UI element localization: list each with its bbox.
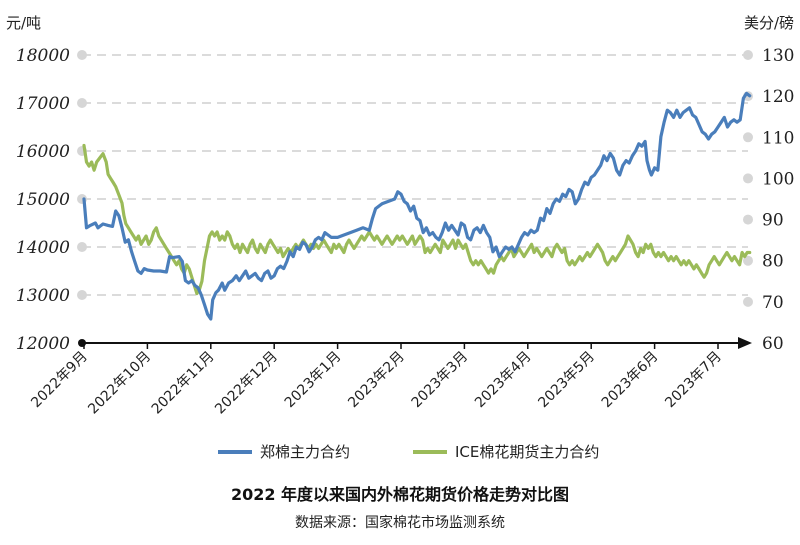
right-tick-label: 100 [762,169,794,189]
left-tick-label: 18000 [16,46,70,66]
x-tick-label: 2022年9月 [28,349,91,412]
right-tick-label: 110 [762,128,794,148]
left-tick-label: 16000 [16,142,70,162]
series-layer [82,91,752,321]
x-tick-label: 2023年4月 [472,349,535,412]
x-tick-label: 2023年7月 [662,349,725,412]
left-tick-dot [77,50,87,60]
right-tick-label: 60 [762,334,784,354]
axis-layer: 12000 13000 14000 15000 16000 17000 18000 60 70 8… [16,46,795,417]
legend: 郑棉主力合约 ICE棉花期货主力合约 [218,443,599,461]
x-tick-label: 2022年12月 [212,349,281,418]
x-tick-label: 2023年3月 [409,349,472,412]
left-tick-label: 12000 [16,334,70,354]
left-tick-label: 15000 [16,190,70,210]
right-axis-unit: 美分/磅 [744,14,794,32]
grid-layer [77,50,753,307]
right-tick-dot [743,173,753,184]
right-tick-dot [743,132,753,143]
right-tick-label: 70 [762,293,784,313]
left-axis-unit: 元/吨 [6,14,41,32]
left-tick-dot [77,242,87,252]
right-tick-dot [743,50,753,60]
chart-title: 2022 年度以来国内外棉花期货价格走势对比图 [231,485,569,504]
chart-source: 数据来源：国家棉花市场监测系统 [295,514,505,531]
x-tick-label: 2023年5月 [535,349,598,412]
right-tick-dot [743,214,753,225]
left-tick-dot [77,290,87,300]
right-tick-label: 90 [762,211,784,231]
left-tick-label: 17000 [16,94,70,114]
x-axis-arrow [738,337,752,349]
series-line-zheng-cotton [82,91,752,321]
legend-label-zheng-cotton: 郑棉主力合约 [260,443,350,461]
x-tick-label: 2022年10月 [85,349,154,418]
right-tick-label: 120 [762,87,794,107]
legend-label-ice-cotton: ICE棉花期货主力合约 [455,443,599,461]
right-tick-label: 130 [762,46,794,66]
right-tick-dot [743,255,753,266]
series-line-ice-cotton [82,143,752,296]
left-tick-dot [77,98,87,108]
axis-origin-dot [78,339,86,347]
right-tick-dot [743,296,753,307]
x-tick-label: 2023年6月 [599,349,662,412]
right-tick-label: 80 [762,252,784,272]
left-tick-label: 13000 [16,286,70,306]
left-tick-label: 14000 [16,238,70,258]
x-tick-label: 2023年1月 [282,349,345,412]
x-tick-label: 2022年11月 [149,349,218,418]
x-tick-label: 2023年2月 [345,349,408,412]
